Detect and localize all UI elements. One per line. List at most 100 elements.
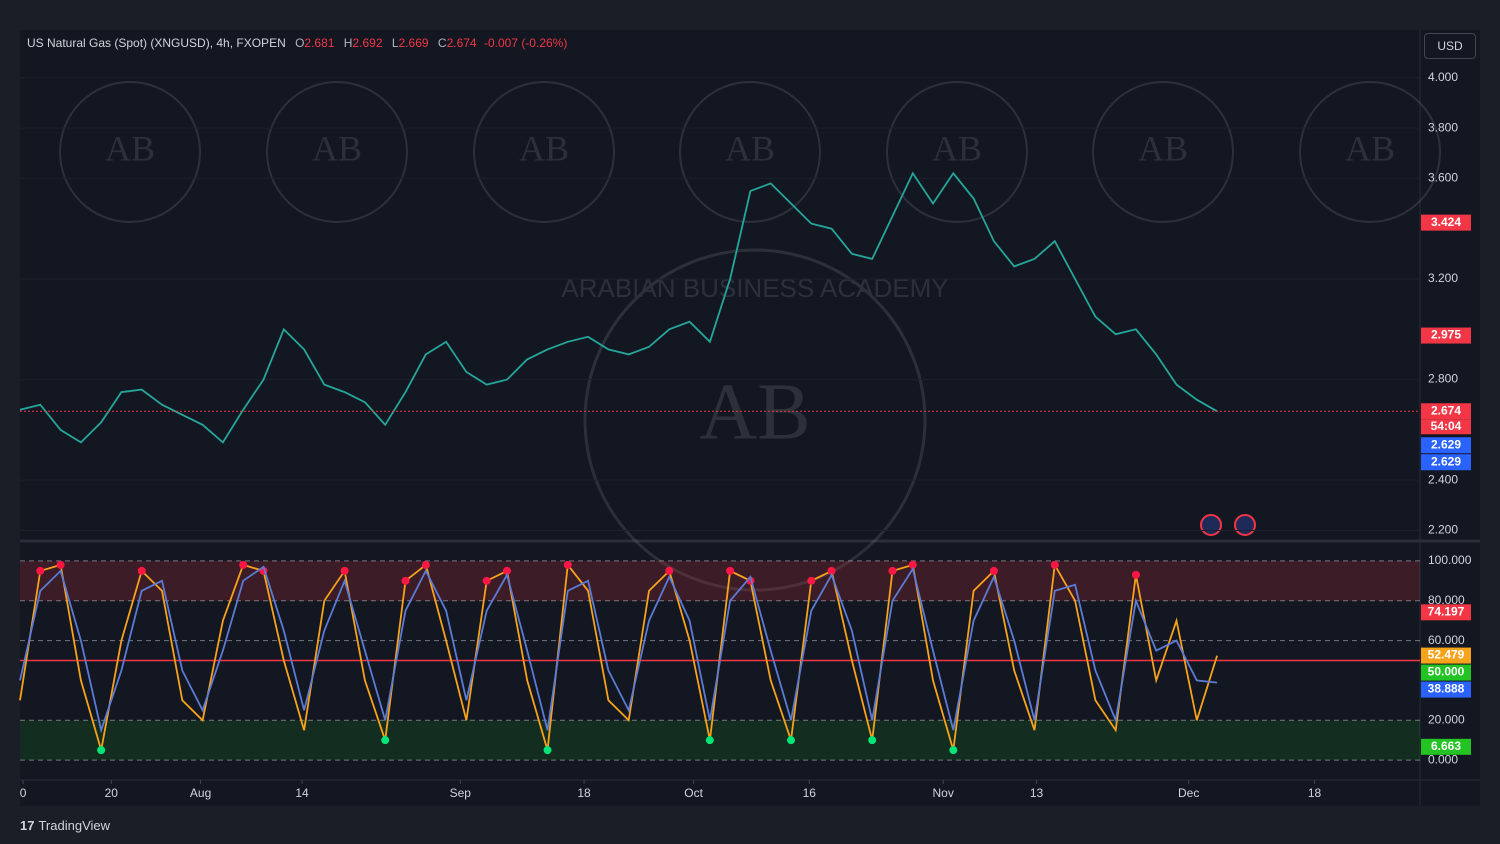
change: -0.007 (-0.26%) (483, 36, 568, 50)
watermark-ring (1092, 81, 1234, 223)
series-line (19, 562, 1218, 751)
brand-name: TradingView (38, 818, 111, 833)
signal-dot (239, 560, 248, 569)
legend-header: US Natural Gas (Spot) (XNGUSD), 4h, FXOP… (27, 36, 567, 50)
y-tick-label: 100.000 (1428, 553, 1472, 567)
y-tick-label: 2.400 (1428, 472, 1458, 486)
watermark-ring (473, 81, 615, 223)
x-tick-label: Oct (684, 786, 703, 800)
x-tick-label: 20 (105, 786, 119, 800)
signal-dot (137, 566, 146, 575)
open-label: O (295, 36, 305, 50)
y-tick-label: 3.200 (1428, 271, 1458, 285)
signal-dot (1131, 570, 1140, 579)
signal-dot (56, 560, 65, 569)
watermark-ring (886, 81, 1028, 223)
price-label-bg (1421, 403, 1471, 420)
x-tick-label: Aug (190, 786, 211, 800)
indicator-label: 38.888 (1428, 682, 1465, 696)
watermark: AB AB AB AB AB AB AB AB ARABIAN BUSINESS ACADEMY (59, 81, 1441, 592)
high-label: H (343, 36, 353, 50)
watermark-initials: AB (932, 128, 982, 168)
price-label: 2.629 (1431, 437, 1461, 451)
signal-dot (726, 566, 735, 575)
close-label: C (437, 36, 447, 50)
y-tick-label: 4.000 (1428, 70, 1458, 84)
x-tick-label: Sep (450, 786, 472, 800)
watermark-initials: AB (725, 128, 775, 168)
flag-icon[interactable] (1234, 514, 1256, 536)
indicator-label-bg (1421, 647, 1471, 664)
price-label-bg (1421, 327, 1471, 344)
price-label: 2.975 (1431, 328, 1461, 342)
price-label-bg (1421, 214, 1471, 231)
x-tick-label: 14 (295, 786, 309, 800)
watermark-initials: AB (519, 128, 569, 168)
signal-dot (340, 566, 349, 575)
signal-dot (888, 566, 897, 575)
price-label: 3.424 (1431, 215, 1461, 229)
watermark-initials: AB (699, 368, 810, 456)
y-tick-label: 2.200 (1428, 523, 1458, 537)
y-tick-label: 2.800 (1428, 372, 1458, 386)
signal-dot (949, 746, 958, 755)
signal-dot (787, 736, 796, 745)
signal-dot (989, 566, 998, 575)
brand-logo: 17 (20, 818, 35, 833)
countdown: 54:04 (1431, 419, 1462, 433)
chart-bg (20, 30, 1480, 806)
signal-dot (502, 566, 511, 575)
signal-dot (665, 566, 674, 575)
currency-button[interactable]: USD (1424, 33, 1476, 59)
watermark-name: ARABIAN BUSINESS ACADEMY (561, 273, 948, 303)
y-tick-label: 0.000 (1428, 752, 1458, 766)
x-tick-label: 18 (577, 786, 591, 800)
x-tick-label: 0 (20, 786, 27, 800)
low-label: L (391, 36, 399, 50)
y-tick-label: 3.800 (1428, 120, 1458, 134)
price-label-bg (1421, 454, 1471, 471)
indicator-label: 74.197 (1428, 604, 1465, 618)
overbought-zone (20, 560, 1420, 601)
watermark-initials: AB (1138, 128, 1188, 168)
signal-dot (705, 736, 714, 745)
indicator-label-bg (1421, 604, 1471, 621)
close: 2.674 (446, 36, 477, 50)
signal-dot (563, 560, 572, 569)
x-tick-label: Nov (933, 786, 954, 800)
x-tick-label: 18 (1308, 786, 1322, 800)
watermark-ring (59, 81, 201, 223)
watermark-ring (1299, 81, 1441, 223)
signal-dot (381, 736, 390, 745)
watermark-ring (583, 248, 927, 592)
flag-icon[interactable] (1200, 514, 1222, 536)
signal-dot (807, 576, 816, 585)
low: 2.669 (398, 36, 429, 50)
series-line (19, 171, 1218, 444)
indicator-label-bg (1421, 664, 1471, 681)
signal-dot (401, 576, 410, 585)
y-tick-label: 20.000 (1428, 712, 1465, 726)
price-label: 2.629 (1431, 454, 1461, 468)
signal-dot (1050, 560, 1059, 569)
symbol: US Natural Gas (Spot) (XNGUSD), 4h, FXOP… (27, 36, 286, 50)
indicator-label-bg (1421, 681, 1471, 698)
signal-dot (97, 746, 106, 755)
signal-dot (908, 560, 917, 569)
signal-dot (868, 736, 877, 745)
countdown-bg (1421, 419, 1471, 435)
signal-dot (543, 746, 552, 755)
signal-dot (421, 560, 430, 569)
price-label-bg (1421, 437, 1471, 454)
x-tick-label: 13 (1030, 786, 1044, 800)
watermark-ring (679, 81, 821, 223)
high: 2.692 (352, 36, 383, 50)
oversold-zone (20, 720, 1420, 761)
indicator-label: 52.479 (1428, 648, 1465, 662)
signal-dot (827, 566, 836, 575)
y-tick-label: 60.000 (1428, 633, 1465, 647)
x-tick-label: 16 (803, 786, 817, 800)
signal-dot (482, 576, 491, 585)
